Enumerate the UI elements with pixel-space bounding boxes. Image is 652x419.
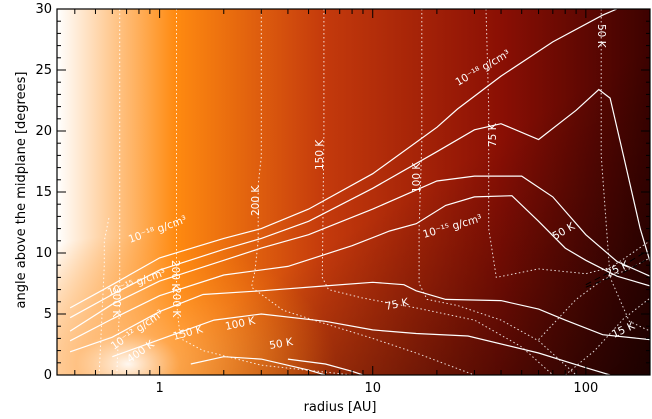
temp-label-200k-vertical: 200 K bbox=[169, 260, 181, 291]
density-contour-7 bbox=[190, 356, 326, 375]
y-tick-label-5: 20 bbox=[35, 124, 52, 139]
temp-label-50k-lower: 50 K bbox=[268, 336, 294, 352]
temp-label-75k-lower: 75 K bbox=[384, 296, 411, 313]
plot-area bbox=[57, 9, 650, 375]
density-contour-8 bbox=[287, 358, 364, 375]
temp-label-300k: 300 K bbox=[110, 287, 122, 318]
temp-label-100k-upper: 100 K bbox=[411, 162, 423, 193]
temperature-contour-7 bbox=[485, 9, 650, 278]
x-tick-label-3: 100 bbox=[573, 381, 598, 396]
axes: 1 10 100 0 5 10 15 20 25 30 bbox=[35, 2, 651, 396]
temp-label-200k-upper: 200 K bbox=[250, 185, 262, 216]
y-axis-label: angle above the midplane [degrees] bbox=[14, 72, 29, 309]
density-contour-3 bbox=[69, 175, 650, 332]
temperature-contour-6 bbox=[418, 9, 577, 375]
y-tick-label-4: 15 bbox=[35, 185, 52, 200]
density-contour-6 bbox=[112, 313, 611, 375]
dashed-contour-1 bbox=[585, 248, 650, 286]
y-tick-label-2: 5 bbox=[44, 307, 52, 322]
y-tick-label-3: 10 bbox=[35, 246, 52, 261]
temperature-contour-1 bbox=[98, 216, 110, 375]
dashed-contours bbox=[585, 248, 650, 288]
y-tick-label-7: 30 bbox=[35, 2, 52, 17]
temp-label-75k-upper: 75 K bbox=[487, 122, 499, 147]
y-tick-label-6: 25 bbox=[35, 63, 52, 78]
temp-label-150k-upper: 150 K bbox=[314, 139, 326, 170]
x-axis-label: radius [AU] bbox=[304, 400, 377, 415]
x-tick-label-1: 1 bbox=[155, 381, 163, 396]
density-contour-1 bbox=[69, 9, 618, 309]
temperature-contour-2 bbox=[116, 9, 121, 375]
density-contour-5 bbox=[69, 281, 650, 353]
density-contours bbox=[69, 9, 650, 375]
temp-label-200k-small: 200 K bbox=[170, 287, 182, 318]
x-tick-label-2: 10 bbox=[364, 381, 381, 396]
dashed-contour-2 bbox=[585, 257, 650, 288]
temp-label-50k-top: 50 K bbox=[595, 24, 607, 49]
density-contour-4 bbox=[69, 195, 650, 342]
density-contour-2 bbox=[69, 88, 650, 319]
y-tick-label-1: 0 bbox=[44, 368, 52, 383]
temperature-contour-10 bbox=[600, 9, 650, 332]
